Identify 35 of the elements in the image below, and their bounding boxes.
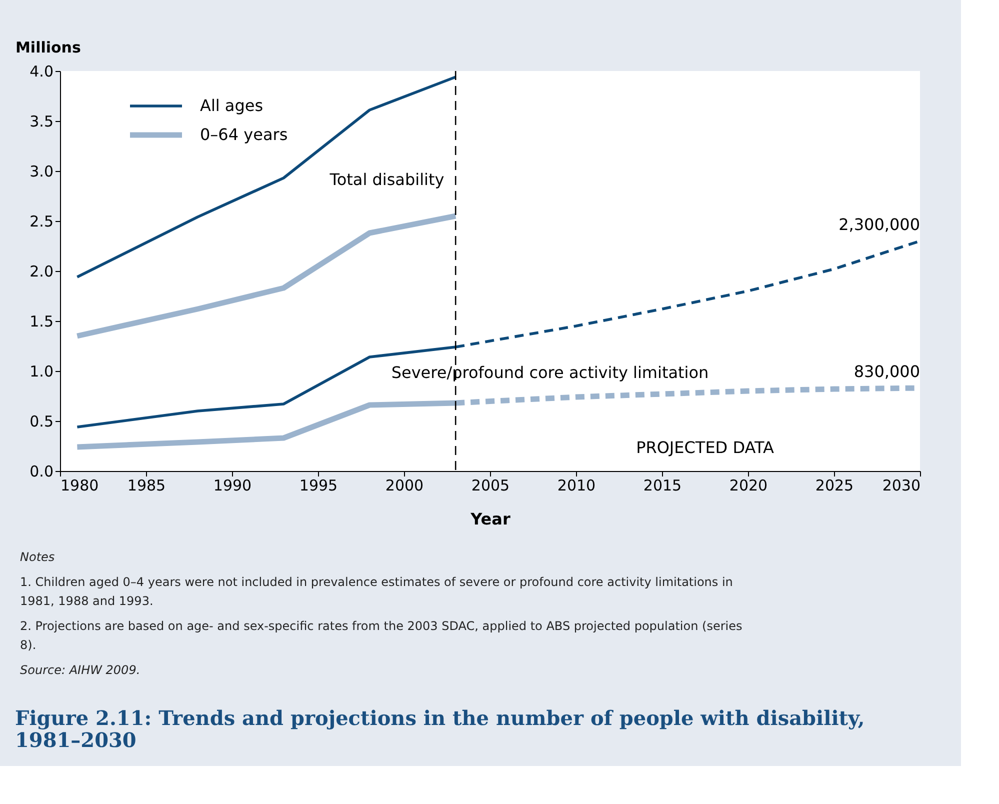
text: 1. Children aged 0–4 years were not included in prevalence estimates of severe or profound core activity limitations in 1981, 1988 and 1993.: [20, 575, 733, 608]
legend-label: All ages: [200, 96, 264, 115]
y-tick-label: 1.5: [30, 312, 54, 330]
text: Figure 2.11: Trends and projections in the number of people with disability, 1981–2030: [15, 706, 865, 752]
x-tick-label: 2015: [643, 476, 682, 494]
y-tick-label: 1.0: [30, 362, 54, 380]
x-tick-label: 2005: [471, 476, 510, 494]
x-tick-label: 1980: [60, 476, 99, 494]
y-tick-label: 2.0: [30, 262, 54, 280]
x-axis-title: Year: [470, 510, 510, 528]
y-tick-label: 0.5: [30, 412, 54, 430]
line-series: [76, 76, 457, 278]
x-tick-label: 2030: [882, 476, 920, 494]
x-tick-label: 2025: [815, 476, 854, 494]
x-tick-label: 1990: [213, 476, 252, 494]
x-tick-label: 2020: [729, 476, 768, 494]
annotation: Total disability: [328, 170, 444, 189]
x-tick-label: 1995: [299, 476, 338, 494]
text: 2. Projections are based on age- and sex-specific rates from the 2003 SDAC, applied to ABS projected population (series 8).: [20, 619, 742, 652]
source-note: Source: AIHW 2009.: [20, 663, 140, 677]
annotation: 830,000: [854, 362, 920, 381]
y-tick-label: 0.0: [30, 462, 54, 480]
x-tick-label: 2000: [385, 476, 424, 494]
y-axis-title: Millions: [16, 38, 81, 56]
annotation: 2,300,000: [838, 215, 920, 234]
annotation: Severe/profound core activity limitation: [391, 363, 709, 382]
x-tick-label: 1985: [127, 476, 166, 494]
text: Notes: [20, 550, 55, 564]
y-tick-label: 3.0: [30, 162, 54, 180]
y-tick-label: 2.5: [30, 212, 54, 230]
y-tick-label: 4.0: [30, 62, 54, 80]
legend-label: 0–64 years: [200, 125, 288, 144]
x-tick-label: 2010: [557, 476, 596, 494]
y-tick-label: 3.5: [30, 112, 54, 130]
annotation: PROJECTED DATA: [636, 438, 774, 457]
